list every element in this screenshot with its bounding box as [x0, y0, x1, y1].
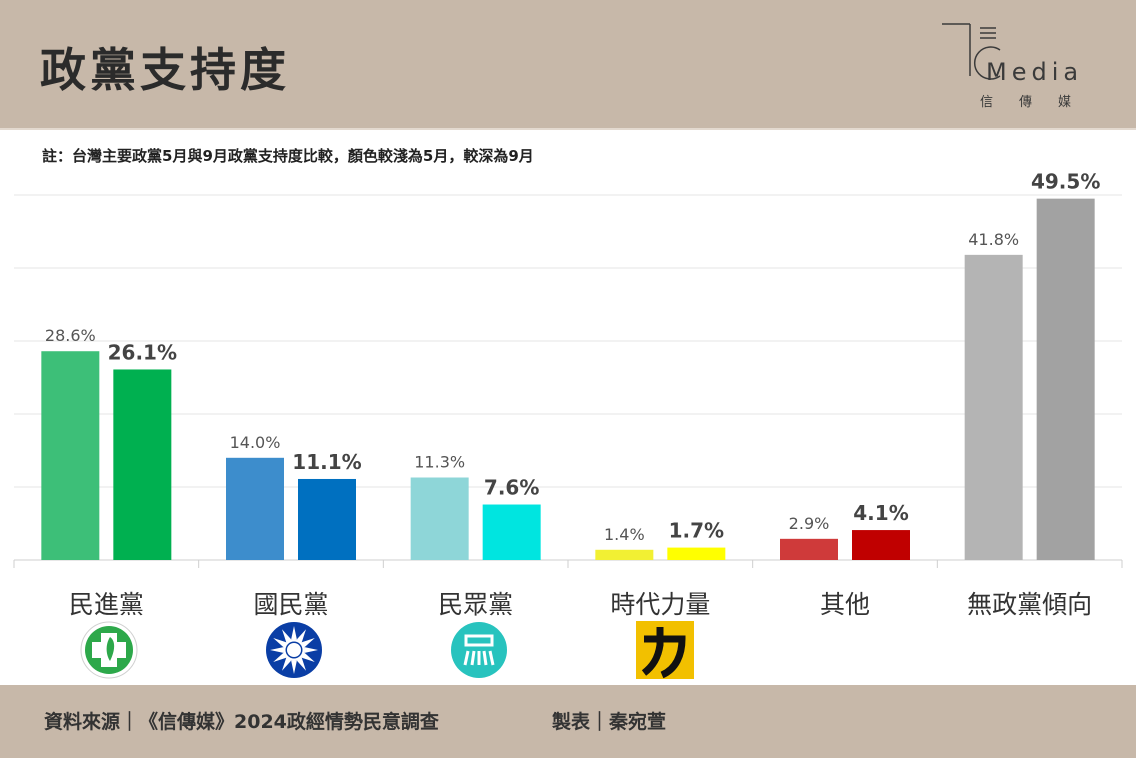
bar-may — [780, 538, 838, 560]
data-label-sep: 49.5% — [1031, 170, 1100, 194]
logo-mark-icon — [942, 23, 1001, 80]
data-label-sep: 26.1% — [108, 340, 177, 364]
data-label-may: 2.9% — [789, 514, 830, 533]
category-label: 時代力量 — [610, 590, 710, 619]
bar-sep — [298, 478, 356, 560]
category-label: 其他 — [820, 590, 870, 619]
data-label-may: 14.0% — [230, 433, 281, 452]
tpp-logo-icon — [451, 622, 507, 678]
bar-may — [226, 457, 284, 560]
bar-may — [595, 549, 654, 560]
data-label-sep: 11.1% — [292, 450, 361, 474]
data-label-may: 11.3% — [414, 453, 465, 472]
data-label-sep: 4.1% — [853, 501, 908, 525]
header: 政黨支持度 Media 信傳媒 — [0, 0, 1136, 128]
bar-sep — [113, 369, 172, 560]
chart-maker: 製表｜秦宛萱 — [552, 711, 667, 733]
bar-sep — [667, 547, 726, 560]
data-source: 資料來源｜《信傳媒》2024政經情勢民意調查 — [44, 711, 439, 733]
data-label-sep: 7.6% — [484, 476, 539, 500]
logo-wordmark: Media — [986, 58, 1084, 86]
dpp-logo-icon — [80, 621, 138, 679]
category-label: 國民黨 — [253, 590, 328, 619]
bar-may — [964, 254, 1023, 561]
category-label: 民眾黨 — [438, 590, 513, 619]
data-label-sep: 1.7% — [669, 519, 724, 543]
npp-logo-icon — [636, 621, 694, 679]
bar-chart: 28.6% 26.1% 民進黨 14.0% 11.1% 國民黨 11.3% 7.6% 民眾黨 1.… — [13, 170, 1123, 619]
category-label: 民進黨 — [69, 590, 144, 619]
bar-sep — [852, 530, 910, 560]
data-label-may: 1.4% — [604, 525, 645, 544]
data-label-may: 41.8% — [968, 230, 1019, 249]
page-title: 政黨支持度 — [40, 43, 290, 97]
logo-subtitle: 信傳媒 — [980, 95, 1098, 110]
bar-sep — [482, 504, 541, 560]
bar-sep — [1036, 198, 1095, 560]
header-divider — [0, 128, 1136, 130]
data-label-may: 28.6% — [45, 326, 96, 345]
bar-may — [410, 477, 469, 560]
chart-note: 註：台灣主要政黨5月與9月政黨支持度比較，顏色較淺為5月，較深為9月 — [42, 147, 534, 165]
category-label: 無政黨傾向 — [967, 590, 1092, 619]
bar-may — [41, 351, 100, 560]
footer: 資料來源｜《信傳媒》2024政經情勢民意調查 製表｜秦宛萱 — [0, 685, 1136, 758]
kmt-logo-icon — [266, 622, 322, 678]
media-logo: Media 信傳媒 — [936, 18, 1106, 118]
